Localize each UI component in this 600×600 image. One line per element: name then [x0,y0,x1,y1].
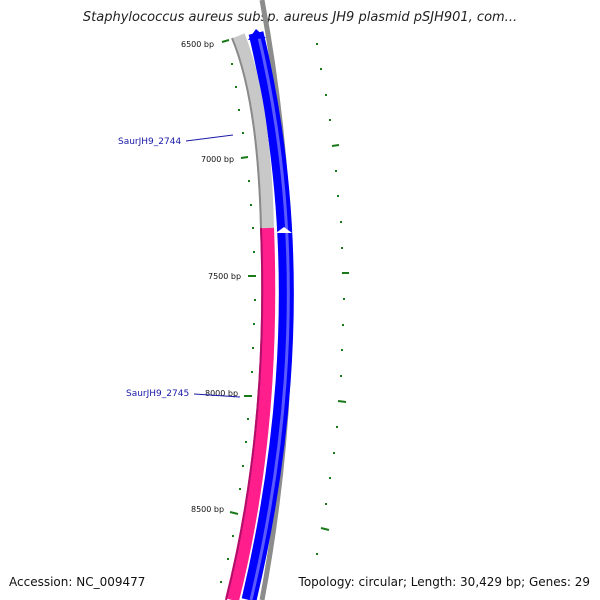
gene-leader-2745 [193,393,241,398]
gene-blue-highlight [249,32,290,600]
topology-summary: Topology: circular; Length: 30,429 bp; G… [298,575,590,589]
bp-label-7000: 7000 bp [201,155,234,164]
gene-label-2744[interactable]: SaurJH9_2744 [118,137,181,147]
bp-label-7500: 7500 bp [208,272,241,281]
inner-ticks [220,39,256,583]
gene-blue-track[interactable] [241,31,294,600]
outer-ticks [316,43,349,555]
bp-label-6500: 6500 bp [181,40,214,49]
gene-gray[interactable] [231,33,274,229]
gene-blue-split [276,227,292,233]
gene-leader-2744 [185,134,234,142]
gene-pink[interactable] [225,227,276,600]
gene-blue-arrow-top [248,29,266,40]
bp-label-8500: 8500 bp [191,505,224,514]
map-title: Staphylococcus aureus subsp. aureus JH9 … [82,10,518,25]
bp-label-8000: 8000 bp [205,389,238,398]
gene-label-2745[interactable]: SaurJH9_2745 [126,389,189,399]
gene-gray-edge [231,37,262,229]
accession-text: Accession: NC_009477 [9,575,146,589]
gene-pink-edge [225,227,264,600]
